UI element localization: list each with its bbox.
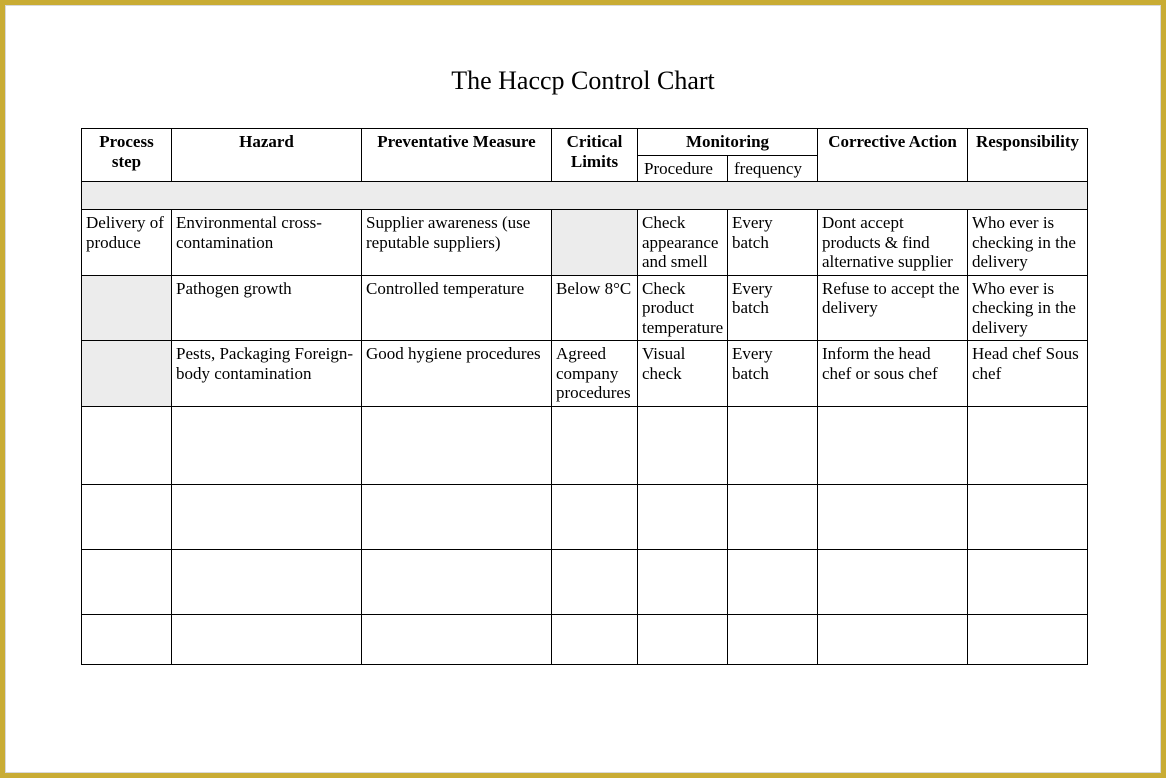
empty-cell	[728, 485, 818, 550]
table-row: Delivery of produceEnvironmental cross-c…	[82, 210, 1088, 276]
cell-process-step: Delivery of produce	[82, 210, 172, 276]
cell-corrective-action: Dont accept products & find alternative …	[818, 210, 968, 276]
cell-preventative-measure: Supplier awareness (use reputable suppli…	[362, 210, 552, 276]
table-row-empty	[82, 615, 1088, 665]
empty-cell	[362, 615, 552, 665]
empty-cell	[362, 407, 552, 485]
document-frame: The Haccp Control Chart Process step Haz…	[0, 0, 1166, 778]
empty-cell	[968, 407, 1088, 485]
col-corrective: Corrective Action	[818, 129, 968, 182]
col-responsibility: Responsibility	[968, 129, 1088, 182]
empty-cell	[82, 407, 172, 485]
col-monitoring-procedure: Procedure	[638, 155, 728, 182]
col-critical-limits: Critical Limits	[552, 129, 638, 182]
cell-monitoring-frequency: Every batch	[728, 210, 818, 276]
cell-corrective-action: Refuse to accept the delivery	[818, 275, 968, 341]
cell-corrective-action: Inform the head chef or sous chef	[818, 341, 968, 407]
table-row-empty	[82, 485, 1088, 550]
empty-cell	[818, 407, 968, 485]
cell-hazard: Pests, Packaging Foreign-body contaminat…	[172, 341, 362, 407]
spacer-row	[82, 182, 1088, 210]
cell-monitoring-procedure: Visual check	[638, 341, 728, 407]
empty-cell	[638, 485, 728, 550]
col-hazard: Hazard	[172, 129, 362, 182]
empty-cell	[362, 550, 552, 615]
cell-critical-limits	[552, 210, 638, 276]
empty-cell	[362, 485, 552, 550]
empty-cell	[968, 615, 1088, 665]
empty-cell	[82, 485, 172, 550]
empty-cell	[552, 550, 638, 615]
empty-cell	[728, 615, 818, 665]
document-inner: The Haccp Control Chart Process step Haz…	[5, 5, 1161, 773]
cell-critical-limits: Below 8°C	[552, 275, 638, 341]
empty-cell	[818, 550, 968, 615]
cell-process-step	[82, 275, 172, 341]
empty-cell	[638, 407, 728, 485]
empty-cell	[728, 407, 818, 485]
empty-cell	[82, 615, 172, 665]
cell-monitoring-frequency: Every batch	[728, 341, 818, 407]
haccp-table: Process step Hazard Preventative Measure…	[81, 128, 1088, 665]
table-row-empty	[82, 407, 1088, 485]
empty-cell	[818, 485, 968, 550]
cell-preventative-measure: Good hygiene procedures	[362, 341, 552, 407]
table-row: Pests, Packaging Foreign-body contaminat…	[82, 341, 1088, 407]
cell-monitoring-procedure: Check appearance and smell	[638, 210, 728, 276]
col-process-step: Process step	[82, 129, 172, 182]
cell-critical-limits: Agreed company procedures	[552, 341, 638, 407]
empty-cell	[818, 615, 968, 665]
cell-hazard: Pathogen growth	[172, 275, 362, 341]
empty-cell	[552, 615, 638, 665]
empty-cell	[552, 485, 638, 550]
empty-cell	[638, 615, 728, 665]
empty-cell	[172, 485, 362, 550]
cell-preventative-measure: Controlled temperature	[362, 275, 552, 341]
cell-monitoring-frequency: Every batch	[728, 275, 818, 341]
col-preventative: Preventative Measure	[362, 129, 552, 182]
cell-hazard: Environmental cross-contamination	[172, 210, 362, 276]
table-row-empty	[82, 550, 1088, 615]
empty-cell	[172, 615, 362, 665]
table-row: Pathogen growthControlled temperatureBel…	[82, 275, 1088, 341]
cell-responsibility: Who ever is checking in the delivery	[968, 210, 1088, 276]
cell-process-step	[82, 341, 172, 407]
cell-responsibility: Who ever is checking in the delivery	[968, 275, 1088, 341]
cell-responsibility: Head chef Sous chef	[968, 341, 1088, 407]
empty-cell	[172, 550, 362, 615]
header-row-1: Process step Hazard Preventative Measure…	[82, 129, 1088, 156]
empty-cell	[172, 407, 362, 485]
empty-cell	[552, 407, 638, 485]
empty-cell	[968, 550, 1088, 615]
col-monitoring: Monitoring	[638, 129, 818, 156]
empty-cell	[82, 550, 172, 615]
cell-monitoring-procedure: Check product temperature	[638, 275, 728, 341]
col-monitoring-frequency: frequency	[728, 155, 818, 182]
empty-cell	[968, 485, 1088, 550]
page-title: The Haccp Control Chart	[81, 66, 1085, 96]
empty-cell	[638, 550, 728, 615]
empty-cell	[728, 550, 818, 615]
